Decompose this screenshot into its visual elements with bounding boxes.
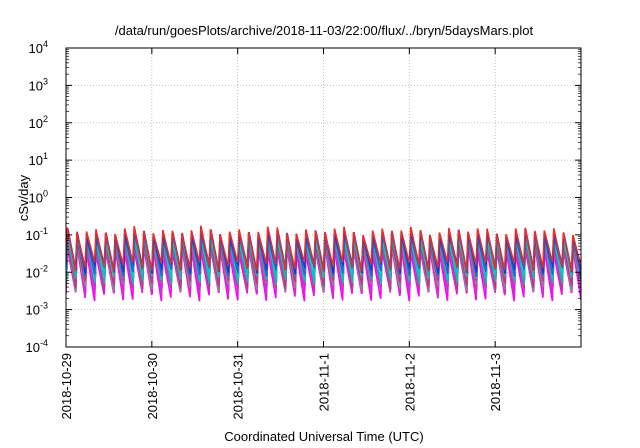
plot-border [65,47,582,348]
y-tick-label: 102 [29,114,48,131]
x-tick-label: 2018-11-1 [317,353,332,411]
x-axis: 2018-10-29 2018-10-30 2018-10-31 2018-11-1 2… [59,48,503,420]
y-tick-label: 100 [29,189,48,206]
y-axis-label: cSv/day [16,174,31,221]
x-tick-label: 2018-10-29 [59,353,74,420]
series-group [66,225,581,302]
gridlines [66,48,581,347]
y-tick-label: 101 [29,151,48,168]
x-axis-label: Coordinated Universal Time (UTC) [224,429,423,444]
x-tick-label: 2018-11-3 [488,353,503,411]
y-tick-label: 10-4 [26,338,48,355]
y-tick-label: 104 [29,39,48,56]
y-tick-label: 10-1 [26,226,48,243]
y-axis: 10-4 10-3 10-2 10-1 100 101 102 103 104 [26,39,581,355]
chart-title: /data/run/goesPlots/archive/2018-11-03/2… [115,23,534,38]
x-tick-label: 2018-10-30 [145,353,160,420]
x-tick-label: 2018-10-31 [231,353,246,420]
x-tick-label: 2018-11-2 [402,353,417,411]
y-tick-label: 103 [29,76,48,93]
y-tick-label: 10-3 [26,301,48,318]
y-tick-label: 10-2 [26,263,48,280]
series-line-10 [66,225,581,272]
